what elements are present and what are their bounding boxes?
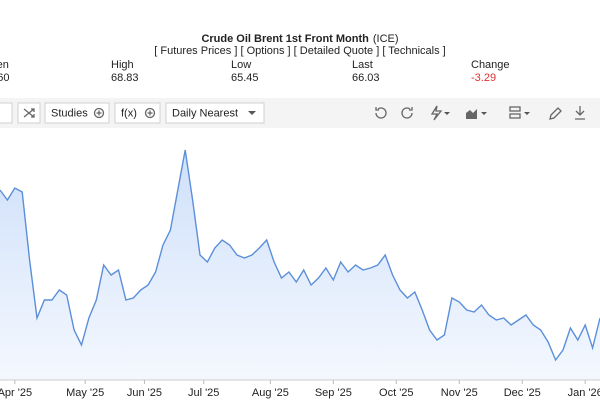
x-tick-label: Jul '25 [188, 387, 219, 399]
plus-icon [93, 107, 105, 119]
quote-value: -3.29 [471, 72, 496, 84]
quote-label: Change [471, 59, 510, 71]
plus-icon [144, 107, 156, 119]
links[interactable]: [ Futures Prices ] [ Options ] [ Detaile… [154, 45, 445, 57]
undo-icon[interactable] [375, 107, 387, 119]
area [0, 150, 600, 380]
x-tick-label: Dec '25 [504, 387, 541, 399]
layout-icon[interactable] [509, 106, 521, 112]
plus-icon [96, 110, 102, 116]
quote-value: 65.45 [231, 72, 259, 84]
studies-label: Studies [51, 107, 88, 119]
period-label: Daily Nearest [172, 107, 238, 119]
title-line: Crude Oil Brent 1st Front Month (ICE) [201, 33, 398, 45]
layout-icon [509, 113, 521, 119]
plus-icon [147, 110, 153, 116]
pencil-icon[interactable] [549, 107, 562, 120]
redo-icon[interactable] [401, 107, 413, 119]
dropdown-arrow [248, 111, 256, 115]
shuffle-icon [23, 108, 35, 118]
x-tick-label: Jun '25 [127, 387, 162, 399]
price-line [0, 149, 600, 362]
function-button[interactable] [114, 102, 161, 124]
exchange: (ICE) [373, 33, 399, 45]
function-label: f(x) [121, 107, 137, 119]
period-select[interactable] [165, 102, 265, 124]
x-tick-label: Apr '25 [0, 387, 32, 399]
x-tick-label: Jan '26 [568, 387, 600, 399]
dropdown-arrow [524, 112, 530, 115]
quote-label: Low [231, 59, 251, 71]
studies-button[interactable] [44, 102, 110, 124]
quote-value: 68.83 [111, 72, 139, 84]
quote-value: 66.03 [352, 72, 380, 84]
draw-icon[interactable] [430, 105, 443, 121]
x-tick-label: Sep '25 [315, 387, 352, 399]
quote-label: Open [0, 59, 9, 71]
chart-type-icon[interactable] [466, 109, 477, 119]
symbol-input[interactable] [0, 102, 13, 124]
title: Crude Oil Brent 1st Front Month [201, 33, 369, 45]
quote-label: Last [352, 59, 373, 71]
x-tick-label: May '25 [66, 387, 104, 399]
quote-value: 68.60 [0, 72, 10, 84]
download-icon[interactable] [575, 106, 585, 120]
x-tick-label: Oct '25 [379, 387, 414, 399]
chart: Apr '25 May '25 Jun '25 Jul '25 Aug '25 Sep '… [0, 149, 600, 399]
x-tick-label: Aug '25 [252, 387, 289, 399]
dropdown-arrow [481, 112, 487, 115]
quote-label: High [111, 59, 134, 71]
x-tick-label: Nov '25 [441, 387, 478, 399]
dropdown-arrow [444, 112, 450, 115]
